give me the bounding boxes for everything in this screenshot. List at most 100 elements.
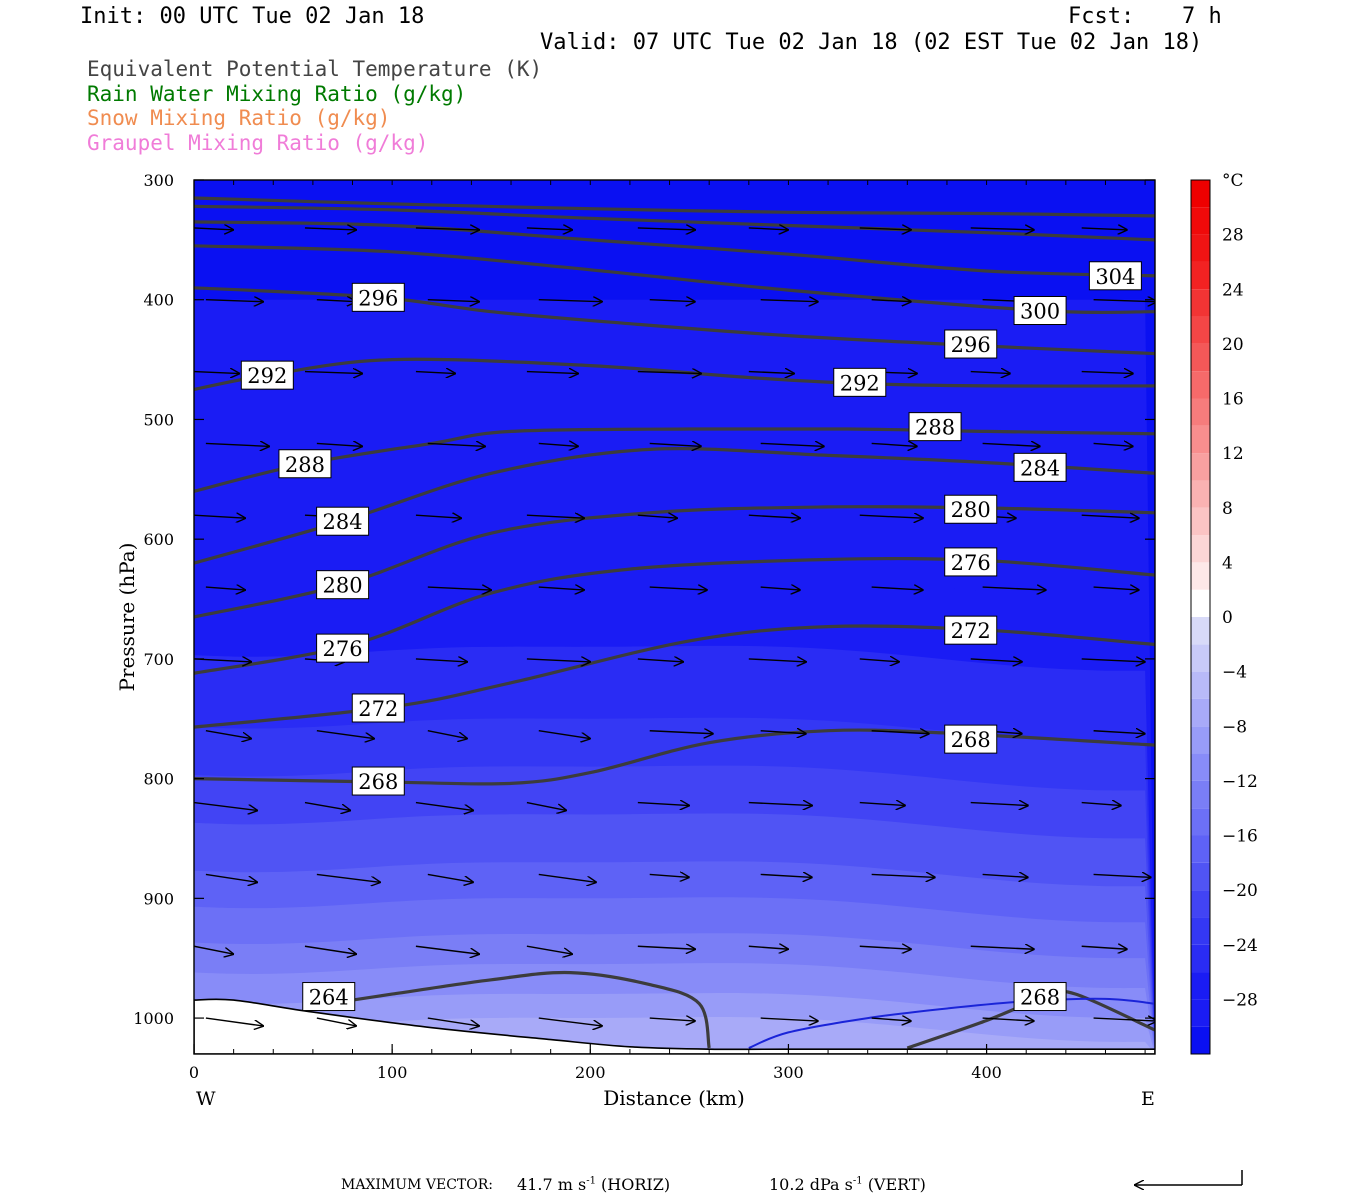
wind-vector	[748, 515, 801, 518]
wind-vector	[316, 730, 375, 739]
wind-vector	[538, 300, 603, 302]
wind-vector	[194, 515, 246, 518]
wind-vector	[205, 443, 270, 446]
svg-text:272: 272	[358, 697, 398, 721]
x-end-left-label: W	[196, 1088, 216, 1110]
xlabel: Distance (km)	[603, 1086, 745, 1110]
y-tick-label: 900	[143, 889, 174, 908]
wind-vector	[637, 228, 696, 230]
colorbar-swatch	[1191, 589, 1210, 617]
wind-vector	[748, 372, 795, 374]
wind-vector	[526, 801, 567, 811]
colorbar-swatch	[1191, 835, 1210, 863]
wind-vector	[194, 945, 234, 954]
wind-vector	[871, 443, 918, 446]
wind-vector	[304, 801, 351, 811]
vert-tag: (VERT)	[867, 1175, 926, 1194]
ylabel: Pressure (hPa)	[115, 543, 139, 692]
wind-vector	[194, 372, 240, 374]
colorbar-tick-label: 12	[1222, 444, 1244, 464]
wind-vector	[649, 300, 696, 302]
colorbar-swatch	[1191, 862, 1210, 891]
wind-vector	[316, 443, 363, 446]
wind-vector	[970, 372, 1011, 374]
wind-vector	[871, 1018, 912, 1021]
wind-vector	[982, 587, 1047, 590]
wind-vector	[1081, 659, 1146, 662]
colorbar-swatch	[1191, 808, 1210, 836]
wind-vector	[871, 587, 924, 590]
colorbar-swatch	[1191, 289, 1210, 317]
init-time: Init: 00 UTC Tue 02 Jan 18	[80, 4, 425, 29]
wind-vector	[637, 515, 678, 518]
wind-vector	[415, 801, 474, 811]
svg-text:272: 272	[951, 619, 991, 643]
theta-e-label: 268	[351, 766, 405, 796]
x-tick-label: 100	[377, 1063, 408, 1082]
wind-vector	[970, 803, 1029, 806]
wind-vector	[205, 300, 264, 302]
legend-graupel: Graupel Mixing Ratio (g/kg)	[87, 131, 429, 155]
y-tick-label: 600	[143, 530, 174, 549]
legend-snow: Snow Mixing Ratio (g/kg)	[87, 106, 391, 130]
wind-vector	[748, 803, 813, 806]
wind-vector	[871, 300, 912, 302]
svg-text:292: 292	[840, 371, 880, 395]
forecast-label: Fcst:	[1068, 4, 1135, 29]
colorbar-tick-label: 28	[1222, 226, 1244, 246]
colorbar-tick-label: 8	[1222, 499, 1233, 519]
x-tick-label: 400	[971, 1063, 1002, 1082]
horiz-value: 41.7 m s	[517, 1175, 587, 1194]
wind-vector	[637, 659, 684, 662]
wind-vector	[316, 873, 381, 882]
wind-vector	[859, 228, 912, 230]
wind-vector	[982, 874, 1029, 877]
colorbar-tick-label: −20	[1222, 881, 1258, 901]
wind-vector	[526, 945, 573, 954]
wind-vector	[304, 945, 357, 954]
wind-vector	[415, 659, 468, 662]
wind-vector	[649, 1018, 696, 1021]
theta-e-label: 296	[944, 329, 998, 359]
colorbar-swatch	[1191, 480, 1210, 508]
wind-vector	[1093, 587, 1140, 590]
wind-vector	[637, 803, 690, 806]
vert-exponent: -1	[852, 1175, 863, 1187]
svg-text:296: 296	[951, 333, 991, 357]
reference-vector-icon	[1134, 1170, 1243, 1185]
wind-vector	[982, 443, 1041, 446]
colorbar-swatch	[1191, 371, 1210, 399]
svg-text:292: 292	[247, 364, 287, 388]
forecast-hour: 7 h	[1182, 4, 1222, 29]
wind-vector	[748, 659, 807, 662]
wind-vector	[205, 1017, 264, 1026]
colorbar-swatch	[1191, 890, 1210, 918]
theta-e-label: 272	[351, 693, 405, 723]
wind-vector	[760, 731, 807, 734]
wind-vector	[538, 873, 597, 882]
svg-text:264: 264	[309, 986, 349, 1010]
wind-vector	[526, 372, 579, 374]
colorbar-swatch	[1191, 535, 1210, 563]
colorbar-tick-label: −28	[1222, 990, 1258, 1010]
colorbar-swatch	[1191, 917, 1210, 945]
wind-vector	[526, 515, 585, 518]
theta-e-contour	[194, 357, 1155, 392]
wind-vector	[427, 873, 474, 882]
wind-vector	[859, 659, 900, 662]
wind-vector	[1081, 372, 1134, 374]
legend-theta-e: Equivalent Potential Temperature (K)	[87, 57, 543, 81]
svg-text:296: 296	[358, 286, 398, 310]
wind-vector	[637, 946, 696, 949]
svg-text:268: 268	[1020, 986, 1060, 1010]
theta-e-label: 304	[1088, 261, 1142, 291]
colorbar-swatch	[1191, 180, 1210, 208]
svg-text:268: 268	[358, 770, 398, 794]
wind-vector	[427, 443, 486, 446]
colorbar-tick-label: 20	[1222, 335, 1244, 355]
vert-value: 10.2 dPa s	[769, 1175, 853, 1194]
wind-vector	[760, 587, 801, 590]
theta-e-label: 292	[240, 360, 294, 390]
wind-vector	[427, 587, 492, 590]
